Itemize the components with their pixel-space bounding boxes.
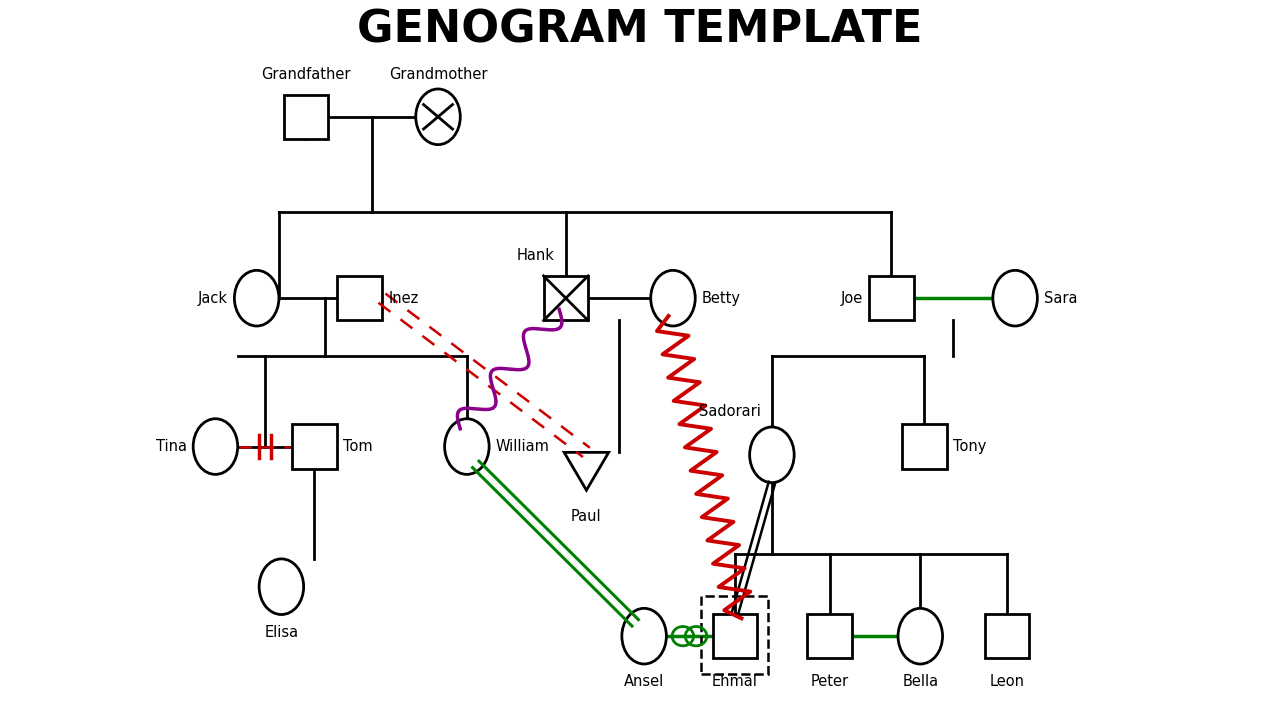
Ellipse shape <box>750 427 794 482</box>
Bar <box>701 596 768 674</box>
Text: Betty: Betty <box>701 291 741 306</box>
Text: Joe: Joe <box>840 291 863 306</box>
Text: Peter: Peter <box>810 674 849 689</box>
Text: Inez: Inez <box>389 291 419 306</box>
Text: Ansel: Ansel <box>623 674 664 689</box>
Text: Ehmal: Ehmal <box>712 674 758 689</box>
Text: Sara: Sara <box>1044 291 1078 306</box>
Bar <box>869 276 914 320</box>
Bar <box>902 424 947 469</box>
Text: William: William <box>495 439 549 454</box>
Polygon shape <box>564 452 609 490</box>
Ellipse shape <box>444 419 489 474</box>
Text: Sadorari: Sadorari <box>699 404 760 419</box>
Bar <box>713 614 756 658</box>
Text: Bella: Bella <box>902 674 938 689</box>
Ellipse shape <box>234 270 279 326</box>
Ellipse shape <box>650 270 695 326</box>
Bar <box>984 614 1029 658</box>
Text: Hank: Hank <box>517 248 554 263</box>
Text: Leon: Leon <box>989 674 1024 689</box>
Text: Grandmother: Grandmother <box>389 67 488 82</box>
Ellipse shape <box>993 270 1037 326</box>
Bar <box>808 614 852 658</box>
Text: Jack: Jack <box>197 291 228 306</box>
Text: Grandfather: Grandfather <box>261 67 351 82</box>
Ellipse shape <box>259 559 303 615</box>
Text: GENOGRAM TEMPLATE: GENOGRAM TEMPLATE <box>357 9 923 52</box>
Bar <box>338 276 381 320</box>
Text: Elisa: Elisa <box>265 624 298 639</box>
Text: Tony: Tony <box>954 439 987 454</box>
Ellipse shape <box>193 419 238 474</box>
Bar <box>284 94 329 139</box>
Text: Tom: Tom <box>343 439 372 454</box>
Bar <box>544 276 588 320</box>
Ellipse shape <box>622 608 667 664</box>
Ellipse shape <box>899 608 942 664</box>
Ellipse shape <box>416 89 461 145</box>
Bar <box>292 424 337 469</box>
Text: Tina: Tina <box>155 439 187 454</box>
Text: Paul: Paul <box>571 509 602 524</box>
